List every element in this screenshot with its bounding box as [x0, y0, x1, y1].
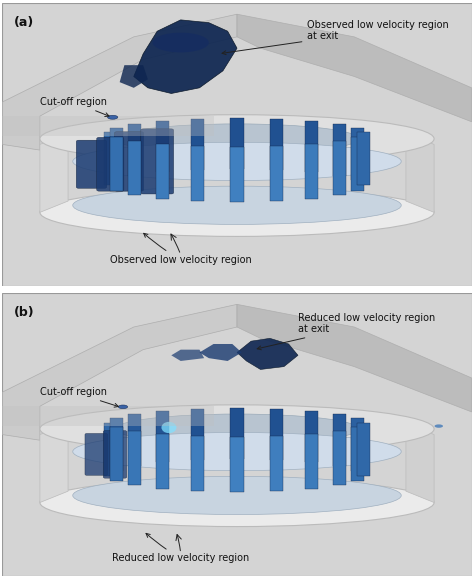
Ellipse shape — [40, 405, 434, 453]
Bar — [110, 128, 123, 181]
Polygon shape — [40, 133, 68, 212]
Ellipse shape — [40, 115, 434, 163]
Bar — [191, 436, 204, 491]
Polygon shape — [237, 338, 298, 369]
FancyBboxPatch shape — [103, 431, 127, 478]
Bar — [270, 409, 283, 460]
Ellipse shape — [162, 422, 176, 433]
Bar — [156, 144, 169, 199]
FancyBboxPatch shape — [85, 434, 108, 475]
Polygon shape — [200, 344, 242, 361]
Bar — [110, 418, 123, 471]
Bar — [305, 411, 318, 463]
Ellipse shape — [73, 142, 401, 181]
Bar — [333, 431, 346, 485]
Ellipse shape — [118, 405, 128, 409]
FancyBboxPatch shape — [141, 129, 173, 194]
Polygon shape — [134, 20, 237, 93]
Polygon shape — [2, 116, 213, 136]
Polygon shape — [406, 423, 434, 503]
FancyBboxPatch shape — [97, 137, 124, 191]
Ellipse shape — [40, 188, 434, 236]
Polygon shape — [2, 305, 237, 440]
Bar — [191, 409, 204, 460]
Text: Reduced low velocity region: Reduced low velocity region — [112, 533, 249, 563]
Bar — [128, 431, 141, 485]
Bar — [104, 423, 117, 475]
Polygon shape — [119, 65, 148, 88]
Bar — [305, 121, 318, 172]
Ellipse shape — [115, 124, 359, 153]
Bar — [191, 146, 204, 201]
Bar — [230, 146, 244, 202]
Bar — [333, 141, 346, 195]
Text: Observed low velocity region
at exit: Observed low velocity region at exit — [222, 20, 449, 54]
Ellipse shape — [108, 115, 118, 119]
Text: Cut-off region: Cut-off region — [40, 387, 118, 407]
Bar — [270, 119, 283, 170]
Bar — [110, 137, 123, 190]
Bar — [230, 408, 244, 459]
Bar — [357, 423, 370, 475]
Ellipse shape — [73, 477, 401, 515]
Polygon shape — [2, 406, 213, 426]
Ellipse shape — [115, 414, 359, 444]
Text: (b): (b) — [14, 306, 35, 319]
Bar — [156, 121, 169, 172]
Bar — [351, 128, 364, 181]
Text: (a): (a) — [14, 16, 34, 28]
Bar — [351, 137, 364, 190]
Bar — [128, 124, 141, 176]
Polygon shape — [40, 423, 68, 503]
Polygon shape — [237, 14, 472, 122]
Bar — [156, 434, 169, 489]
Ellipse shape — [73, 186, 401, 225]
Ellipse shape — [153, 32, 209, 53]
Polygon shape — [237, 305, 472, 412]
Ellipse shape — [435, 424, 443, 428]
Ellipse shape — [73, 433, 401, 471]
Bar — [333, 414, 346, 466]
Bar — [230, 118, 244, 169]
Bar — [305, 144, 318, 199]
Bar — [333, 124, 346, 176]
Bar — [357, 133, 370, 185]
Polygon shape — [171, 350, 204, 361]
Bar — [128, 141, 141, 195]
Bar — [305, 434, 318, 489]
Bar — [191, 119, 204, 170]
Polygon shape — [406, 133, 434, 212]
Ellipse shape — [40, 478, 434, 526]
Text: Observed low velocity region: Observed low velocity region — [110, 233, 252, 265]
FancyBboxPatch shape — [76, 140, 107, 188]
FancyBboxPatch shape — [115, 131, 144, 191]
Bar — [270, 436, 283, 491]
Bar — [230, 437, 244, 492]
Bar — [351, 427, 364, 481]
Bar — [156, 411, 169, 463]
Bar — [351, 418, 364, 471]
Bar — [104, 133, 117, 185]
Bar — [110, 427, 123, 481]
Bar — [128, 414, 141, 466]
Bar — [270, 146, 283, 201]
Text: Reduced low velocity region
at exit: Reduced low velocity region at exit — [257, 313, 435, 350]
Polygon shape — [2, 14, 237, 150]
Text: Cut-off region: Cut-off region — [40, 97, 109, 116]
